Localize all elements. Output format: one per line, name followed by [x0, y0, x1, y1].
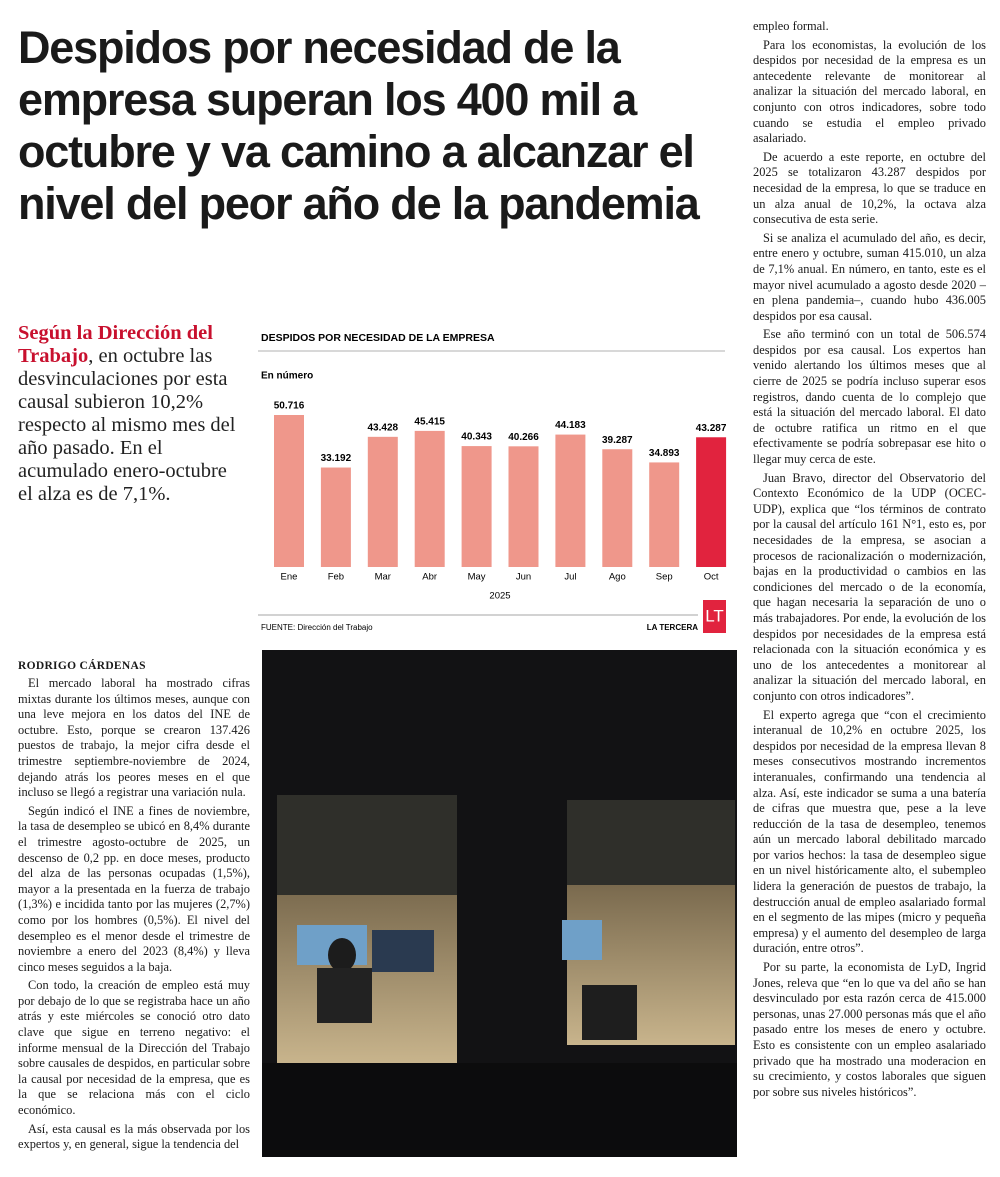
value-label: 45.415 — [414, 417, 445, 428]
x-tick-label: Oct — [704, 572, 719, 583]
x-tick-label: Ene — [281, 572, 298, 583]
x-tick-label: Mar — [375, 572, 391, 583]
lead-text: , en octubre las desvinculaciones por es… — [18, 345, 236, 505]
bar — [508, 446, 539, 567]
value-label: 50.716 — [274, 401, 305, 412]
x-tick-label: Jul — [564, 572, 576, 583]
x-tick-label: Abr — [422, 572, 437, 583]
x-tick-label: May — [468, 572, 486, 583]
bar — [274, 415, 304, 567]
chart-title: DESPIDOS POR NECESIDAD DE LA EMPRESA — [261, 332, 495, 344]
paragraph: Para los economistas, la evolución de lo… — [753, 37, 986, 146]
wall — [262, 1063, 737, 1157]
bar — [696, 437, 727, 567]
bar — [461, 446, 492, 567]
paragraph: Por su parte, la economista de LyD, Ingr… — [753, 960, 986, 1099]
value-label: 43.428 — [368, 422, 399, 433]
paragraph: Ese año terminó con un total de 506.574 … — [753, 327, 986, 467]
paragraph: Según indicó el INE a fines de noviembre… — [18, 803, 250, 974]
paragraph: empleo formal. — [753, 19, 829, 33]
x-tick-label: Ago — [609, 572, 626, 583]
paragraph: Con todo, la creación de empleo está muy… — [18, 978, 250, 1118]
value-label: 33.192 — [321, 453, 352, 464]
paragraph: El mercado laboral ha mostrado cifras mi… — [18, 676, 250, 800]
bar — [649, 462, 680, 567]
person — [328, 938, 356, 972]
blind — [277, 795, 457, 895]
x-tick-label: Sep — [656, 572, 673, 583]
chair — [582, 985, 637, 1040]
column-left: El mercado laboral ha mostrado cifras mi… — [18, 676, 250, 1156]
paragraph: Si se analiza el acumulado del año, es d… — [753, 230, 986, 323]
photo — [262, 650, 737, 1157]
bar — [602, 449, 633, 567]
publisher: LA TERCERA — [647, 623, 698, 632]
bar — [414, 430, 445, 567]
blind — [567, 800, 735, 885]
column-right: empleo formal. Para los economistas, la e… — [753, 19, 986, 1103]
bar — [320, 467, 351, 567]
lead-highlight: Según la Dirección del Trabajo — [18, 322, 213, 367]
value-label: 43.287 — [696, 423, 727, 434]
monitor — [562, 920, 602, 960]
bar — [555, 434, 586, 567]
value-label: 40.266 — [508, 432, 539, 443]
paragraph: De acuerdo a este reporte, en octubre de… — [753, 149, 986, 227]
x-axis-label: 2025 — [489, 591, 510, 602]
logo-box — [703, 600, 726, 633]
x-tick-label: Jun — [516, 572, 531, 583]
chart: DESPIDOS POR NECESIDAD DE LA EMPRESA En … — [258, 332, 727, 633]
byline: RODRIGO CÁRDENAS — [18, 660, 146, 672]
paragraph: Juan Bravo, director del Observatorio de… — [753, 470, 986, 703]
paragraph: Así, esta causal es la más observada por… — [18, 1121, 250, 1152]
person — [317, 968, 372, 1023]
logo: LT — [705, 606, 724, 625]
monitor — [372, 930, 434, 972]
value-label: 39.287 — [602, 435, 633, 446]
paragraph: El experto agrega que “con el crecimient… — [753, 707, 986, 956]
value-label: 34.893 — [649, 448, 680, 459]
chart-subtitle: En número — [261, 371, 313, 382]
lead: Según la Dirección del Trabajo, en octub… — [18, 322, 246, 506]
x-tick-label: Feb — [328, 572, 344, 583]
headline: Despidos por necesidad de la empresa sup… — [18, 22, 700, 229]
value-label: 44.183 — [555, 420, 586, 431]
value-label: 40.343 — [461, 432, 492, 443]
source: FUENTE: Dirección del Trabajo — [261, 623, 373, 632]
bar — [367, 436, 398, 567]
